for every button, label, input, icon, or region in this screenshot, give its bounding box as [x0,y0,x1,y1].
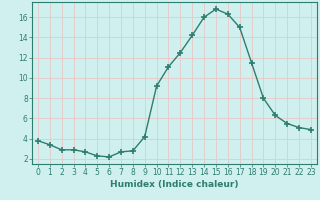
X-axis label: Humidex (Indice chaleur): Humidex (Indice chaleur) [110,180,239,189]
